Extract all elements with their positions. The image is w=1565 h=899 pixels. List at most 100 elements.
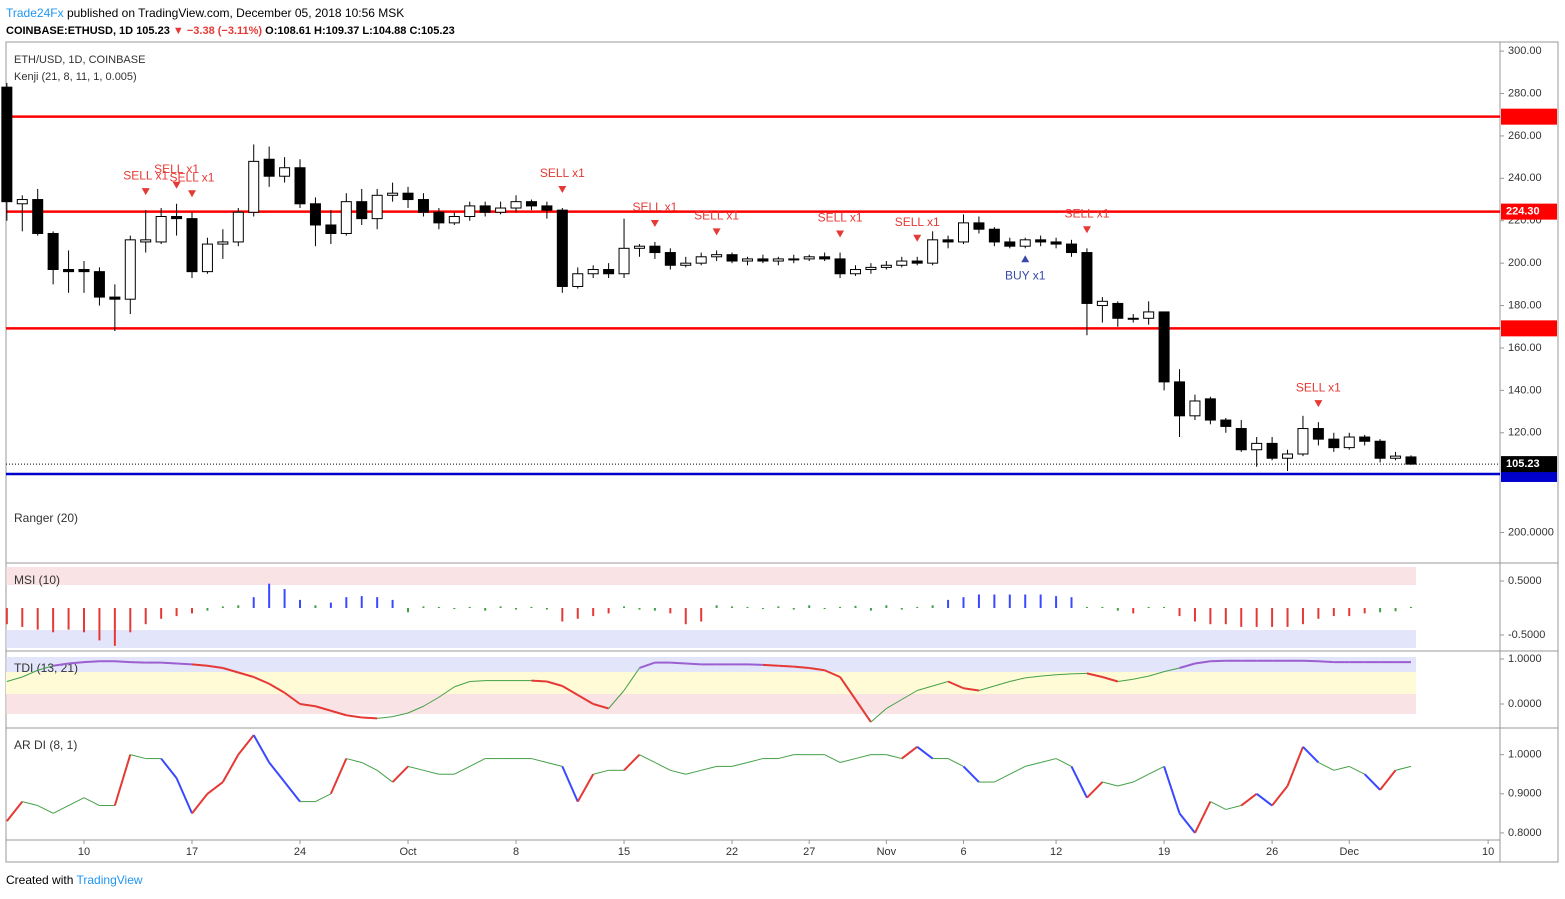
- signal-arrow: [172, 181, 181, 189]
- signal-label: SELL x1: [123, 168, 168, 182]
- candle-body: [325, 224, 337, 234]
- indicator-segment: [1040, 674, 1057, 677]
- indicator-segment: [947, 758, 964, 767]
- indicator-segment: [221, 754, 240, 783]
- candle-body: [803, 256, 815, 260]
- candle-body: [63, 269, 75, 273]
- indicator-segment: [1070, 765, 1088, 799]
- indicator-segment: [654, 762, 671, 771]
- y-tick-label: 260.00: [1508, 130, 1542, 142]
- indicator-segment: [1333, 765, 1350, 771]
- candle-body: [93, 271, 105, 298]
- y-tick-label: -0.5000: [1508, 629, 1545, 641]
- indicator-segment: [839, 758, 856, 763]
- last: 105.23: [136, 25, 170, 37]
- y-tick-label: 160.00: [1508, 342, 1542, 354]
- indicator-segment: [6, 800, 24, 822]
- indicator-segment: [546, 761, 563, 767]
- candle-body: [433, 211, 445, 224]
- indicator-segment: [546, 680, 563, 687]
- signal-label: SELL x1: [154, 162, 199, 176]
- indicator-segment: [1194, 660, 1211, 665]
- indicator-segment: [1025, 675, 1041, 679]
- signal-label: SELL x1: [632, 200, 677, 214]
- indicator-segment: [1009, 765, 1026, 775]
- indicator-segment: [670, 769, 686, 775]
- indicator-segment: [1056, 673, 1072, 676]
- candle-body: [263, 158, 275, 177]
- signal-label: SELL x1: [694, 209, 739, 223]
- indicator-segment: [37, 665, 54, 671]
- indicator-segment: [1349, 765, 1365, 775]
- candle-body: [402, 192, 414, 201]
- indicator-segment: [1225, 805, 1242, 810]
- indicator-segment: [824, 669, 841, 678]
- indicator-segment: [161, 661, 177, 665]
- candle-body: [1096, 300, 1108, 307]
- candle-body: [1081, 252, 1093, 304]
- candle-body: [525, 201, 537, 207]
- candle-body: [649, 245, 661, 254]
- candle-body: [294, 167, 306, 205]
- y-tick-label: 1.0000: [1508, 749, 1542, 761]
- signal-label: SELL x1: [1064, 206, 1109, 220]
- x-tick-label: 15: [618, 846, 630, 858]
- indicator-segment: [901, 690, 918, 700]
- indicator-segment: [886, 754, 902, 760]
- candle-body: [479, 205, 491, 213]
- indicator-segment: [701, 765, 717, 771]
- indicator-segment: [531, 758, 548, 763]
- candle-body: [1297, 428, 1309, 455]
- last-price-label: 105.23: [1506, 458, 1540, 470]
- indicator-segment: [1086, 672, 1103, 678]
- candle-body: [1112, 302, 1124, 319]
- indicator-segment: [1194, 801, 1212, 834]
- indicator-segment: [1009, 677, 1026, 682]
- author[interactable]: Trade24Fx: [6, 6, 64, 20]
- candle-body: [896, 260, 908, 266]
- candle-body: [618, 247, 630, 275]
- indicator-segment: [22, 801, 38, 807]
- candle-body: [680, 262, 692, 266]
- indicator-segment: [855, 754, 872, 760]
- signal-label: SELL x1: [170, 170, 215, 184]
- indicator-segment: [376, 769, 393, 783]
- indicator-segment: [330, 709, 347, 717]
- candle-body: [232, 211, 244, 243]
- indicator-segment: [268, 761, 286, 783]
- candle-body: [510, 201, 522, 209]
- indicator-segment: [407, 705, 424, 714]
- indicator-segment: [747, 758, 764, 763]
- brand[interactable]: TradingView: [76, 873, 143, 887]
- indicator-segment: [1178, 812, 1196, 834]
- candle-body: [1266, 442, 1278, 459]
- indicator-segment: [685, 662, 702, 666]
- pane-label: Ranger (20): [14, 511, 78, 525]
- indicator-segment: [68, 661, 85, 665]
- indicator-segment: [916, 746, 934, 760]
- indicator-segment: [917, 685, 933, 691]
- indicator-segment: [886, 699, 903, 709]
- indicator-segment: [299, 703, 316, 708]
- candle-body: [124, 239, 136, 300]
- candle-body: [16, 199, 28, 205]
- indicator-segment: [809, 666, 825, 672]
- indicator-segment: [1163, 766, 1181, 814]
- candle-body: [1405, 456, 1417, 465]
- y-tick-label: 120.00: [1508, 427, 1542, 439]
- tdi-lower-zone: [6, 694, 1416, 714]
- indicator-segment: [1133, 675, 1149, 680]
- candle-body: [988, 228, 1000, 243]
- candle-body: [695, 256, 707, 264]
- indicator-segment: [175, 777, 193, 814]
- indicator-segment: [901, 746, 918, 760]
- candle-body: [711, 254, 723, 258]
- x-tick-label: 27: [803, 846, 815, 858]
- indicator-segment: [160, 757, 178, 779]
- indicator-segment: [593, 769, 609, 775]
- candle-body: [464, 205, 476, 218]
- candle-body: [1, 86, 13, 203]
- header-line: Trade24Fx published on TradingView.com, …: [6, 4, 455, 22]
- indicator-segment: [670, 661, 686, 665]
- indicator-segment: [6, 676, 23, 682]
